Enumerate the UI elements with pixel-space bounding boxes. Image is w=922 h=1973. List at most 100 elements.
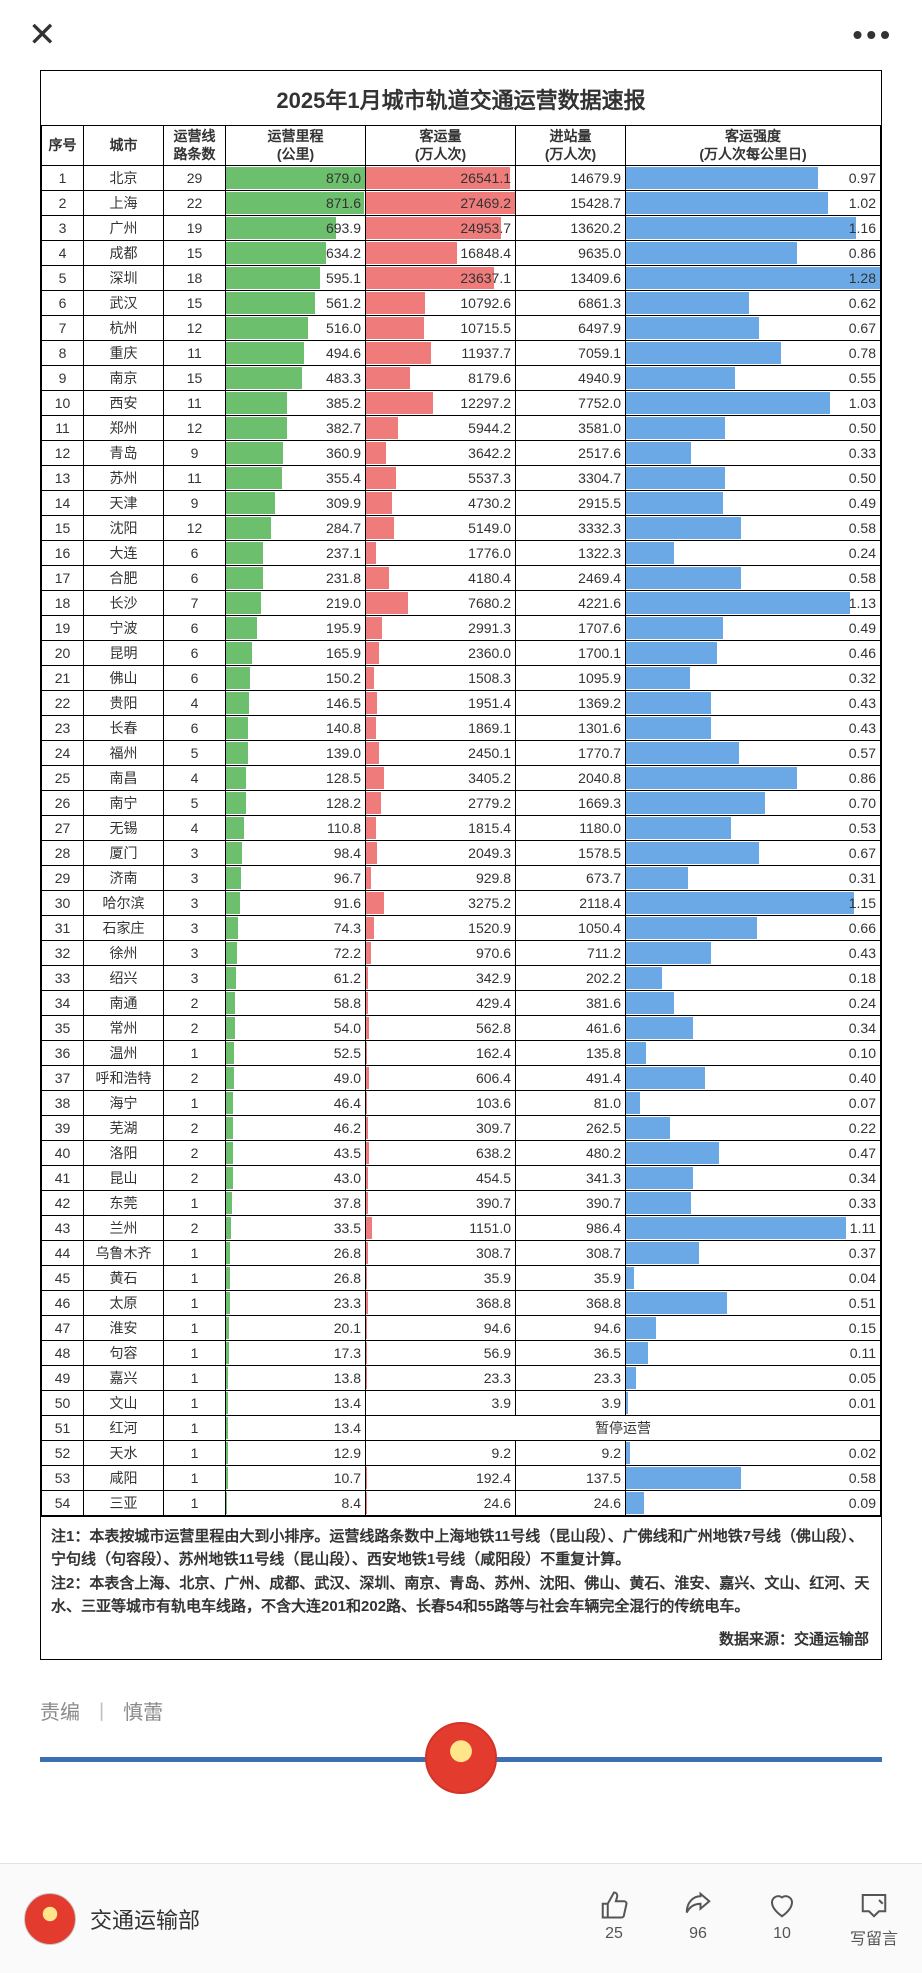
cell-passengers: 10792.6 [366, 291, 516, 316]
cell-lines: 19 [164, 216, 226, 241]
cell-passengers: 9.2 [366, 1441, 516, 1466]
table-row: 11郑州12382.75944.23581.00.50 [42, 416, 881, 441]
cell-intensity: 1.03 [626, 391, 881, 416]
table-row: 24福州5139.02450.11770.70.57 [42, 741, 881, 766]
table-row: 42东莞137.8390.7390.70.33 [42, 1191, 881, 1216]
cell-idx: 8 [42, 341, 84, 366]
table-row: 47淮安120.194.694.60.15 [42, 1316, 881, 1341]
cell-entries: 461.6 [516, 1016, 626, 1041]
cell-idx: 33 [42, 966, 84, 991]
col-city: 城市 [84, 126, 164, 166]
cell-entries: 9635.0 [516, 241, 626, 266]
cell-intensity: 0.86 [626, 766, 881, 791]
cell-city: 上海 [84, 191, 164, 216]
table-row: 12青岛9360.93642.22517.60.33 [42, 441, 881, 466]
cell-intensity: 1.28 [626, 266, 881, 291]
cell-passengers: 2360.0 [366, 641, 516, 666]
cell-lines: 1 [164, 1091, 226, 1116]
table-row: 48句容117.356.936.50.11 [42, 1341, 881, 1366]
cell-intensity: 0.05 [626, 1366, 881, 1391]
close-icon[interactable]: ✕ [28, 15, 57, 55]
cell-entries: 1707.6 [516, 616, 626, 641]
cell-passengers: 162.4 [366, 1041, 516, 1066]
col-distance: 运营里程(公里) [226, 126, 366, 166]
cell-distance: 20.1 [226, 1316, 366, 1341]
table-row: 32徐州372.2970.6711.20.43 [42, 941, 881, 966]
cell-lines: 1 [164, 1366, 226, 1391]
table-row: 2上海22871.627469.215428.71.02 [42, 191, 881, 216]
cell-entries: 2118.4 [516, 891, 626, 916]
cell-intensity: 0.50 [626, 416, 881, 441]
cell-passengers: 8179.6 [366, 366, 516, 391]
cell-city: 黄石 [84, 1266, 164, 1291]
cell-city: 南宁 [84, 791, 164, 816]
cell-distance: 33.5 [226, 1216, 366, 1241]
cell-city: 深圳 [84, 266, 164, 291]
cell-city: 福州 [84, 741, 164, 766]
cell-lines: 12 [164, 416, 226, 441]
cell-distance: 140.8 [226, 716, 366, 741]
cell-city: 嘉兴 [84, 1366, 164, 1391]
cell-city: 东莞 [84, 1191, 164, 1216]
cell-city: 武汉 [84, 291, 164, 316]
more-icon[interactable]: ••• [853, 19, 894, 51]
cell-distance: 8.4 [226, 1491, 366, 1516]
table-row: 51红河113.4暂停运营 [42, 1416, 881, 1441]
table-row: 36温州152.5162.4135.80.10 [42, 1041, 881, 1066]
cell-city: 昆明 [84, 641, 164, 666]
cell-passengers: 2991.3 [366, 616, 516, 641]
cell-city: 天水 [84, 1441, 164, 1466]
cell-idx: 51 [42, 1416, 84, 1441]
cell-intensity: 0.37 [626, 1241, 881, 1266]
cell-distance: 10.7 [226, 1466, 366, 1491]
cell-city: 洛阳 [84, 1141, 164, 1166]
cell-city: 咸阳 [84, 1466, 164, 1491]
cell-lines: 1 [164, 1041, 226, 1066]
cell-idx: 50 [42, 1391, 84, 1416]
cell-idx: 54 [42, 1491, 84, 1516]
cell-intensity: 1.16 [626, 216, 881, 241]
cell-passengers: 4180.4 [366, 566, 516, 591]
cell-distance: 231.8 [226, 566, 366, 591]
cell-lines: 29 [164, 166, 226, 191]
cell-city: 南京 [84, 366, 164, 391]
cell-intensity: 0.07 [626, 1091, 881, 1116]
cell-passengers: 638.2 [366, 1141, 516, 1166]
cell-city: 北京 [84, 166, 164, 191]
table-row: 4成都15634.216848.49635.00.86 [42, 241, 881, 266]
cell-idx: 21 [42, 666, 84, 691]
cell-passengers: 94.6 [366, 1316, 516, 1341]
table-row: 22贵阳4146.51951.41369.20.43 [42, 691, 881, 716]
cell-city: 郑州 [84, 416, 164, 441]
cell-lines: 2 [164, 1016, 226, 1041]
cell-distance: 139.0 [226, 741, 366, 766]
table-row: 16大连6237.11776.01322.30.24 [42, 541, 881, 566]
cell-distance: 110.8 [226, 816, 366, 841]
cell-intensity: 0.33 [626, 441, 881, 466]
cell-intensity: 0.55 [626, 366, 881, 391]
cell-distance: 12.9 [226, 1441, 366, 1466]
cell-entries: 23.3 [516, 1366, 626, 1391]
cell-passengers: 1815.4 [366, 816, 516, 841]
account-chip[interactable]: 交通运输部 [24, 1893, 598, 1945]
cell-distance: 58.8 [226, 991, 366, 1016]
table-row: 8重庆11494.611937.77059.10.78 [42, 341, 881, 366]
cell-city: 温州 [84, 1041, 164, 1066]
cell-city: 重庆 [84, 341, 164, 366]
cell-passengers: 23637.1 [366, 266, 516, 291]
table-row: 31石家庄374.31520.91050.40.66 [42, 916, 881, 941]
comment-icon [858, 1889, 890, 1921]
cell-passengers: 4730.2 [366, 491, 516, 516]
data-table: 序号 城市 运营线路条数 运营里程(公里) 客运量(万人次) 进站量(万人次) … [41, 125, 881, 1516]
cell-entries: 986.4 [516, 1216, 626, 1241]
cell-passengers: 429.4 [366, 991, 516, 1016]
cell-passengers: 368.8 [366, 1291, 516, 1316]
cell-distance: 165.9 [226, 641, 366, 666]
table-row: 54三亚18.424.624.60.09 [42, 1491, 881, 1516]
cell-city: 成都 [84, 241, 164, 266]
cell-entries: 35.9 [516, 1266, 626, 1291]
cell-passengers: 3.9 [366, 1391, 516, 1416]
cell-entries: 1180.0 [516, 816, 626, 841]
cell-distance: 13.4 [226, 1416, 366, 1441]
cell-entries: 1770.7 [516, 741, 626, 766]
